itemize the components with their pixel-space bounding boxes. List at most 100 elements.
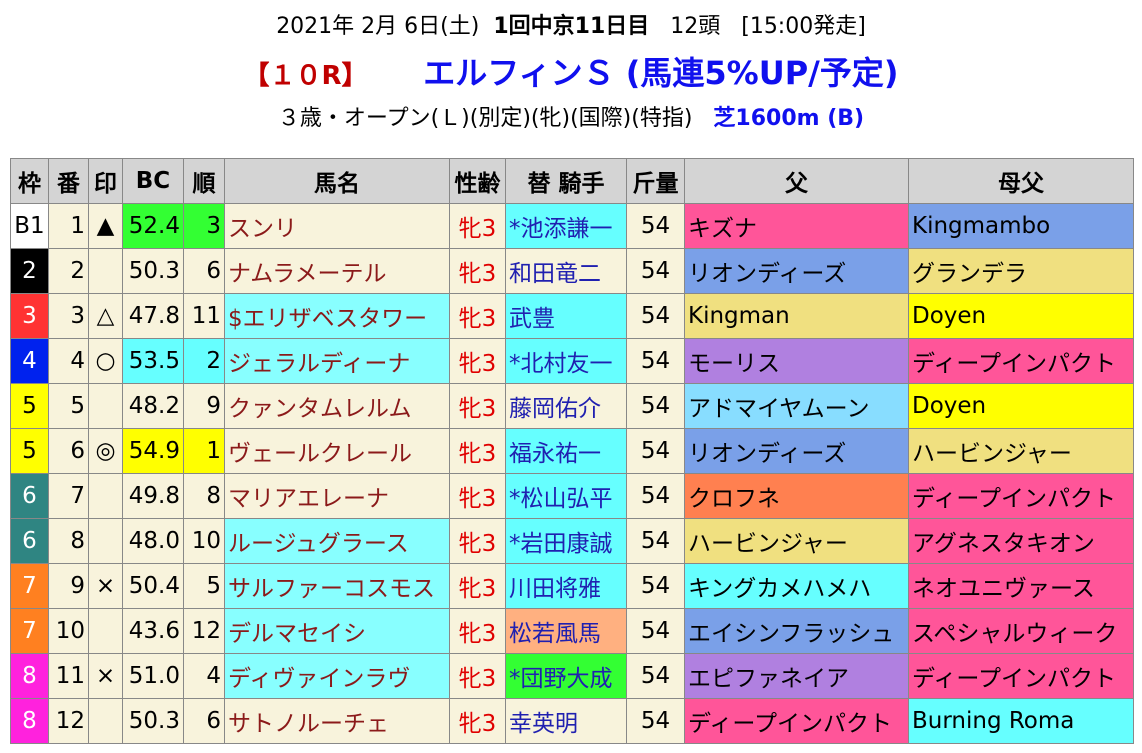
row: 3 3 △ 47.8 11 $エリザベスタワー 牝3 武豊 54 Kingman Doyen: [10, 293, 1134, 339]
sire: モーリス: [684, 338, 909, 384]
mark: [88, 383, 123, 429]
frame: 4: [10, 338, 49, 384]
weight: 54: [626, 338, 685, 384]
number: 5: [48, 383, 89, 429]
sex-age: 牝3: [449, 608, 506, 654]
sex-age: 牝3: [449, 473, 506, 519]
jockey: 松若風馬: [505, 608, 627, 654]
jockey: 武豊: [505, 293, 627, 339]
course: 芝1600m (B): [713, 106, 865, 131]
sex-age: 牝3: [449, 383, 506, 429]
rank: 9: [183, 383, 225, 429]
rank: 6: [183, 248, 225, 294]
mark: ◎: [88, 428, 123, 474]
mark: [88, 518, 123, 564]
sex-age: 牝3: [449, 203, 506, 249]
mark: ▲: [88, 203, 123, 249]
horse: ナムラメーテル: [224, 248, 450, 294]
jockey: *池添謙一: [505, 203, 627, 249]
dam-sire: ハービンジャー: [908, 428, 1134, 474]
race-name: エルフィンＳ (馬連5%UP/予定): [423, 54, 899, 92]
weight: 54: [626, 248, 685, 294]
number: 11: [48, 653, 89, 699]
bc: 50.3: [122, 698, 184, 744]
runners: 12頭: [670, 14, 721, 39]
mark: [88, 473, 123, 519]
column-header: 斤量: [626, 158, 685, 204]
weight: 54: [626, 473, 685, 519]
bc: 50.4: [122, 563, 184, 609]
dam-sire: Doyen: [908, 293, 1134, 339]
rank: 5: [183, 563, 225, 609]
dam-sire: Burning Roma: [908, 698, 1134, 744]
frame: 5: [10, 428, 49, 474]
dam-sire: ディープインパクト: [908, 338, 1134, 384]
frame: 6: [10, 473, 49, 519]
jockey: 藤岡佑介: [505, 383, 627, 429]
weight: 54: [626, 563, 685, 609]
frame: 3: [10, 293, 49, 339]
start: [15:00発走]: [741, 14, 866, 39]
horse: デルマセイシ: [224, 608, 450, 654]
rank: 2: [183, 338, 225, 384]
column-header: 母父: [908, 158, 1134, 204]
horse: クァンタムレルム: [224, 383, 450, 429]
frame: B1: [10, 203, 49, 249]
bc: 47.8: [122, 293, 184, 339]
jockey: *岩田康誠: [505, 518, 627, 564]
number: 10: [48, 608, 89, 654]
horse: スンリ: [224, 203, 450, 249]
row: 2 2 50.3 6 ナムラメーテル 牝3 和田竜二 54 リオンディーズ グランデラ: [10, 248, 1134, 294]
mark: ○: [88, 338, 123, 384]
bc: 52.4: [122, 203, 184, 249]
conditions-line: ３歳・オープン(Ｌ)(別定)(牝)(国際)(特指) 芝1600m (B): [0, 100, 1142, 132]
rank: 12: [183, 608, 225, 654]
frame: 6: [10, 518, 49, 564]
mark: [88, 248, 123, 294]
column-header: 番: [48, 158, 89, 204]
weight: 54: [626, 653, 685, 699]
rank: 8: [183, 473, 225, 519]
row: 6 8 48.0 10 ルージュグラース 牝3 *岩田康誠 54 ハービンジャー アグネスタキオン: [10, 518, 1134, 564]
jockey: 和田竜二: [505, 248, 627, 294]
dam-sire: Doyen: [908, 383, 1134, 429]
sex-age: 牝3: [449, 518, 506, 564]
mark: ×: [88, 563, 123, 609]
column-header: 父: [684, 158, 909, 204]
rank: 10: [183, 518, 225, 564]
number: 3: [48, 293, 89, 339]
horse: ジェラルディーナ: [224, 338, 450, 384]
mark: ×: [88, 653, 123, 699]
row: 6 7 49.8 8 マリアエレーナ 牝3 *松山弘平 54 クロフネ ディープインパクト: [10, 473, 1134, 519]
race-number: 【１０R】: [243, 61, 368, 91]
sire: ディープインパクト: [684, 698, 909, 744]
bc: 54.9: [122, 428, 184, 474]
horse: サルファーコスモス: [224, 563, 450, 609]
sex-age: 牝3: [449, 248, 506, 294]
race-table: 枠番印 BC 順馬名 性齢替 騎手 斤量父母父 B1 1 ▲ 52.4 3 スンリ 牝3 *池添謙一 54…: [10, 158, 1134, 744]
column-header: 馬名: [224, 158, 450, 204]
jockey: *松山弘平: [505, 473, 627, 519]
sire: エピファネイア: [684, 653, 909, 699]
jockey: 幸英明: [505, 698, 627, 744]
frame: 5: [10, 383, 49, 429]
conditions: ３歳・オープン(Ｌ)(別定)(牝)(国際)(特指): [277, 106, 693, 131]
column-header: BC: [122, 158, 184, 204]
dam-sire: ディープインパクト: [908, 653, 1134, 699]
rank: 11: [183, 293, 225, 339]
sire: リオンディーズ: [684, 248, 909, 294]
row: 5 5 48.2 9 クァンタムレルム 牝3 藤岡佑介 54 アドマイヤムーン Doyen: [10, 383, 1134, 429]
row: 7 10 43.6 12 デルマセイシ 牝3 松若風馬 54 エイシンフラッシュ スペシャルウィー…: [10, 608, 1134, 654]
weight: 54: [626, 608, 685, 654]
mark: △: [88, 293, 123, 339]
horse: ルージュグラース: [224, 518, 450, 564]
frame: 2: [10, 248, 49, 294]
frame: 7: [10, 563, 49, 609]
number: 6: [48, 428, 89, 474]
bc: 48.0: [122, 518, 184, 564]
dam-sire: Kingmambo: [908, 203, 1134, 249]
frame: 7: [10, 608, 49, 654]
meeting: 1回中京11日目: [493, 14, 650, 39]
sire: アドマイヤムーン: [684, 383, 909, 429]
